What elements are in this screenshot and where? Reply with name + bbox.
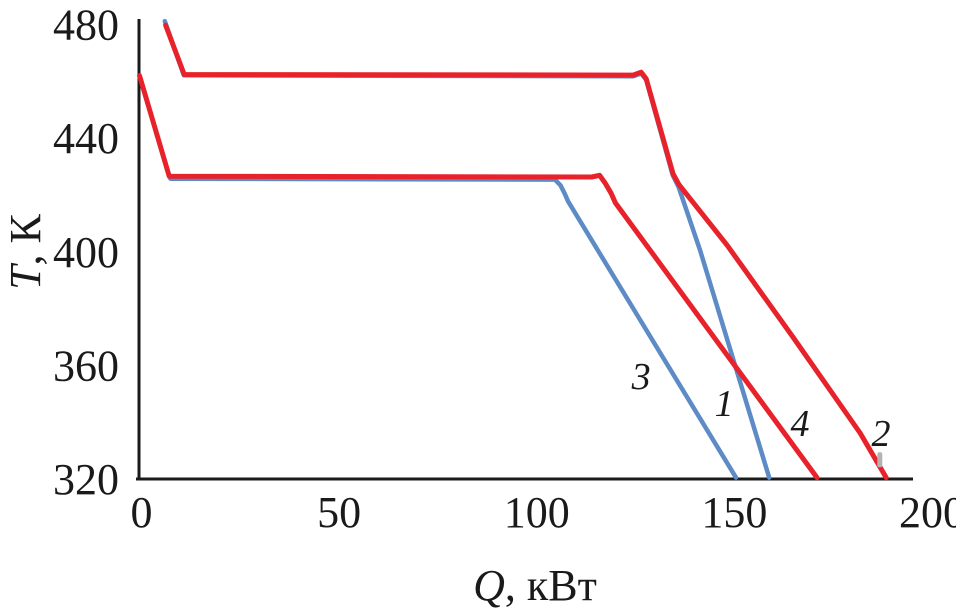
curve-label-3: 3 bbox=[631, 356, 651, 398]
curve-1 bbox=[162, 18, 772, 480]
y-tick-label-320: 320 bbox=[53, 455, 119, 504]
curve-label-4: 4 bbox=[791, 403, 810, 445]
curve-2 bbox=[163, 22, 889, 481]
y-tick-labels: 320 360 400 440 480 bbox=[53, 1, 119, 505]
x-axis-title-units: , кВт bbox=[505, 561, 597, 610]
x-tick-label-200: 200 bbox=[899, 488, 956, 537]
y-axis-title: T, К bbox=[1, 213, 50, 289]
x-axis-title-symbol: Q bbox=[473, 561, 505, 610]
y-tick-label-360: 360 bbox=[53, 341, 119, 390]
x-tick-labels: 0 50 100 150 200 bbox=[131, 488, 956, 537]
y-tick-label-480: 480 bbox=[53, 1, 119, 50]
x-axis-title: Q, кВт bbox=[473, 561, 597, 610]
x-tick-label-100: 100 bbox=[504, 488, 570, 537]
curve-4 bbox=[137, 73, 820, 481]
curve-labels: 3 1 4 2 bbox=[631, 356, 891, 455]
curves bbox=[137, 18, 889, 481]
curve-label-2: 2 bbox=[872, 413, 891, 455]
stray-gray-mark bbox=[877, 452, 883, 468]
y-axis-title-symbol: T bbox=[1, 262, 50, 290]
y-tick-label-440: 440 bbox=[53, 114, 119, 163]
y-axis-title-units: , К bbox=[1, 213, 50, 265]
curve-label-1: 1 bbox=[715, 383, 734, 425]
y-tick-label-400: 400 bbox=[53, 228, 119, 277]
x-tick-label-150: 150 bbox=[701, 488, 767, 537]
x-tick-label-50: 50 bbox=[317, 488, 361, 537]
artifact-mark bbox=[877, 452, 883, 468]
curve-3 bbox=[168, 176, 739, 480]
axes bbox=[136, 19, 913, 481]
x-tick-label-0: 0 bbox=[131, 488, 153, 537]
